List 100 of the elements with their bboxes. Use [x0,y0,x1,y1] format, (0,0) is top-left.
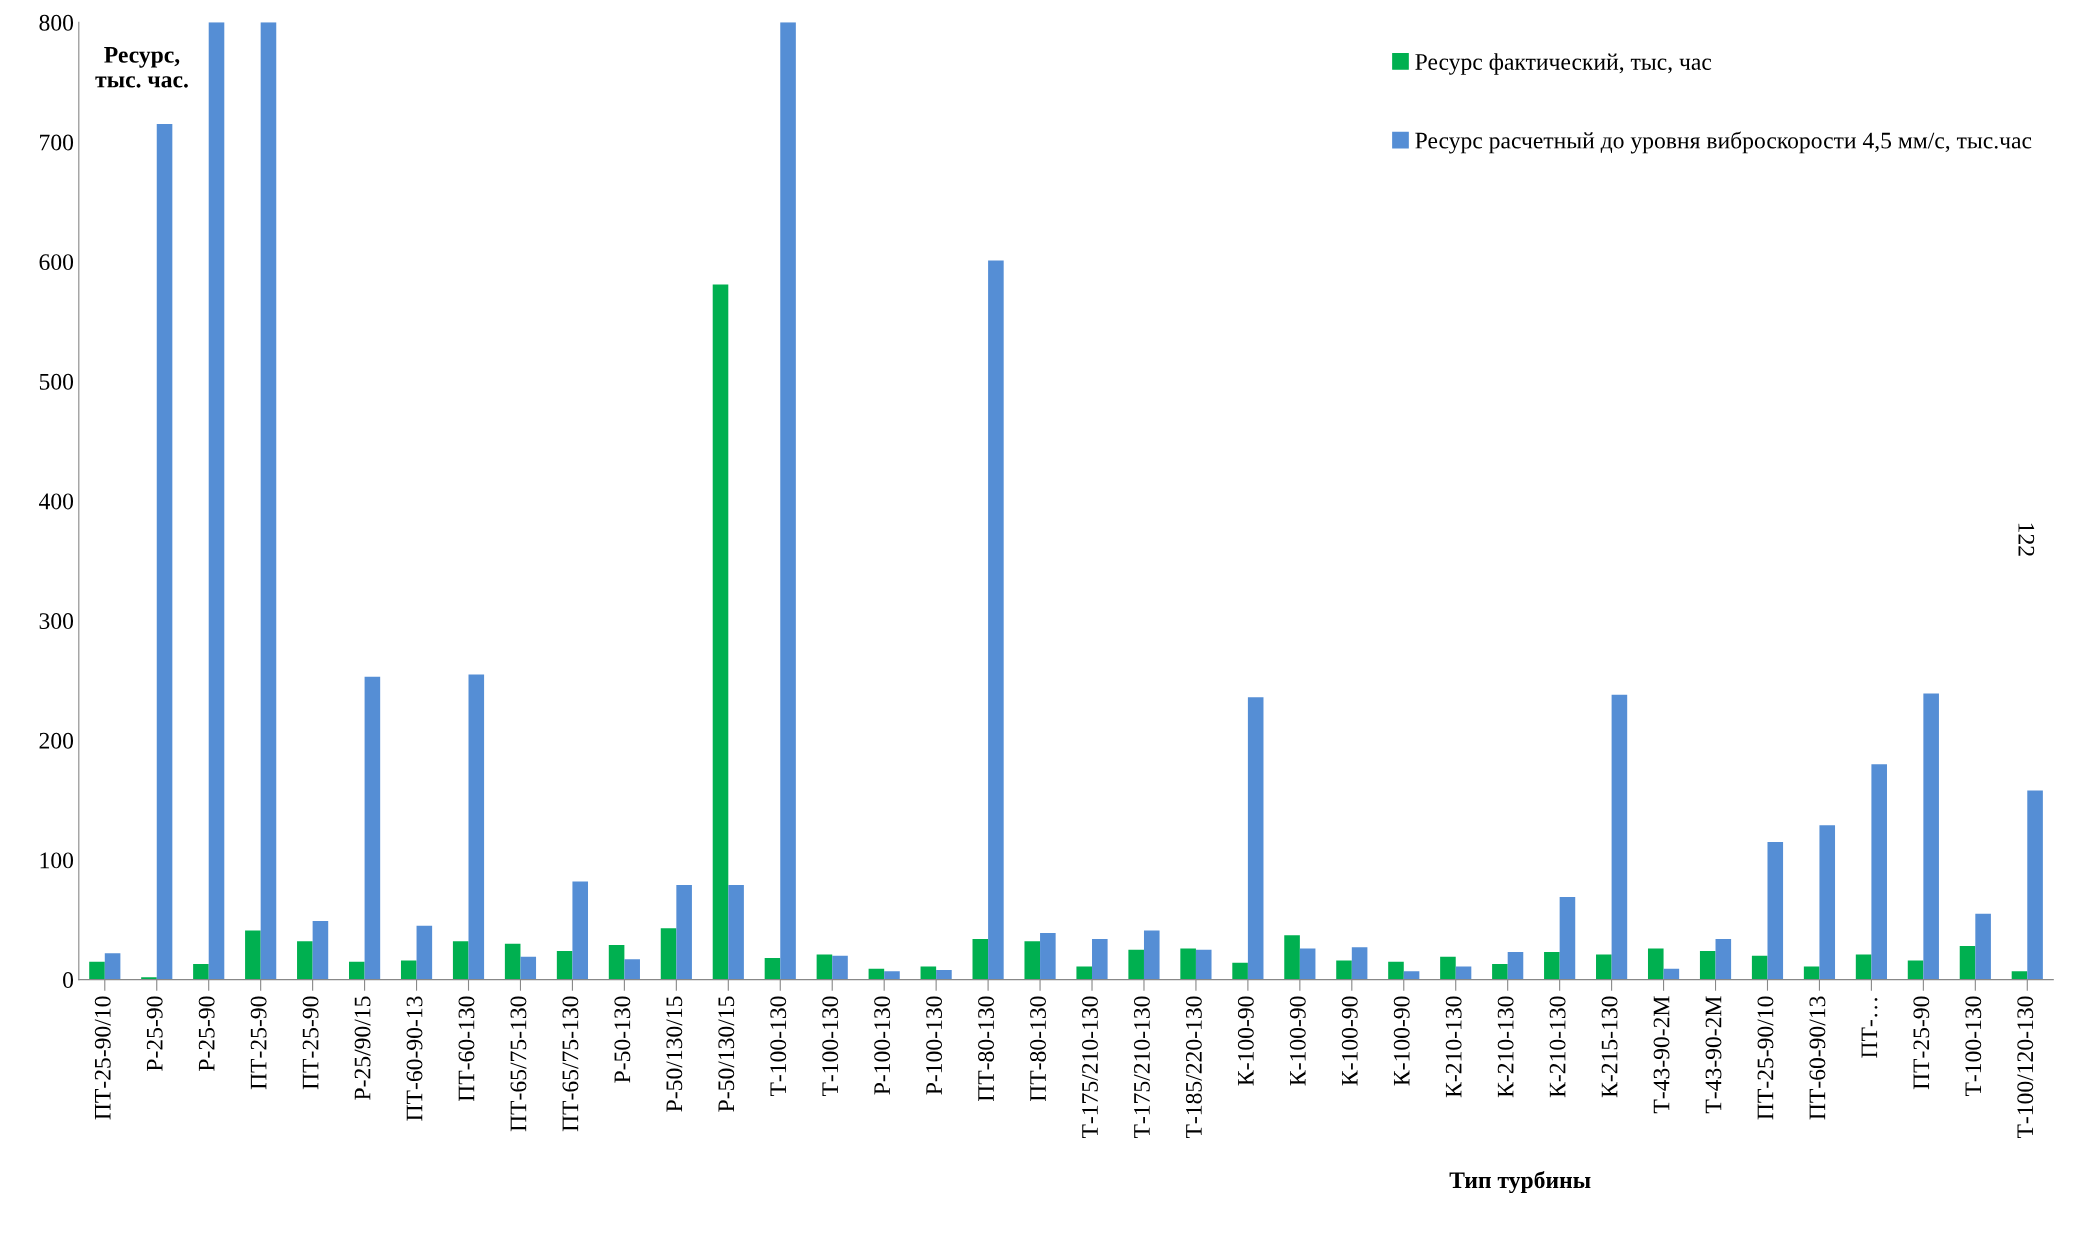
bar [1455,966,1472,980]
bar [1975,913,1991,980]
x-tick-label: ПТ-25-90/10 [94,996,111,1120]
x-tick-label: Р-25-90 [146,996,163,1071]
legend-label: Ресурс фактический, тыс, час [1415,53,1712,75]
x-tick-label: Р-50/130/15 [718,996,735,1112]
bar [1351,947,1368,980]
x-tick-label: ПТ-60-90/13 [1809,996,1826,1120]
x-tick-label: ПТ-25-90 [302,996,319,1090]
y-tick-label: 600 [39,254,74,271]
bar [468,674,485,980]
x-tick-label: К-100-90 [1289,996,1306,1086]
bar [780,22,796,980]
bar [920,966,937,980]
bar [416,925,433,980]
y-tick-label: 0 [63,972,74,989]
bar [676,885,692,980]
bar [1596,954,1612,980]
x-tick-label: К-210-130 [1549,996,1566,1098]
x-tick-label: Т-43-90-2М [1653,996,1670,1114]
y-tick-label: 800 [39,14,74,31]
bar [504,943,521,980]
x-tick-label: Р-25/90/15 [354,996,371,1100]
bar [2027,790,2043,980]
x-tick-label: К-100-90 [1393,996,1410,1086]
y-tick-label: 100 [40,852,74,869]
x-tick-label: ПТ-80-130 [978,996,995,1102]
x-tick-label: Р-100-130 [926,996,943,1095]
x-tick-label: ПТ-60-90-13 [406,996,423,1121]
x-tick-label: Р-25-90 [198,996,215,1071]
x-tick-label: ПТ-25-90 [250,996,267,1090]
bar [608,944,625,980]
bar [1855,954,1872,980]
bar [1284,935,1300,980]
bar [400,960,417,980]
x-tick-label: Т-175/210-130 [1081,996,1098,1139]
bar [832,955,848,980]
bar [1803,966,1820,980]
y-tick-label: 400 [39,493,74,510]
bar [1699,950,1716,980]
bar [89,961,105,980]
x-tick-label: Р-100-130 [874,996,891,1095]
bar [1923,693,1939,980]
bar [1559,897,1576,980]
bar [884,971,900,980]
bar [1040,932,1056,980]
bar [104,953,121,980]
bar [1076,966,1093,980]
bar [1611,694,1628,980]
bar [1024,941,1041,980]
bar [1180,948,1196,980]
x-tick-label: Т-175/210-130 [1133,996,1150,1139]
bar [572,881,589,980]
bar [1403,971,1420,980]
bar [1128,949,1144,980]
x-tick-label: Т-100/120-130 [2017,996,2034,1139]
y-tick-label: 300 [39,613,74,630]
bar [1092,938,1108,980]
bar [208,22,225,980]
bar [712,284,729,980]
bar [260,22,277,980]
bar [452,941,469,980]
x-tick-label: Т-100-130 [1965,996,1982,1097]
bar [556,950,573,980]
bar [1336,960,1352,980]
bar [764,958,781,980]
y-axis-title: Ресурс, тыс. час. [95,47,188,88]
bar [1247,697,1264,980]
x-tick-label: Т-43-90-2М [1705,996,1722,1114]
x-axis-title: Тип турбины [1449,1171,1591,1194]
bar [1819,825,1836,980]
x-tick-label: Р-50-130 [614,996,631,1083]
bar [1492,964,1508,980]
x-tick-label: К-210-130 [1497,996,1514,1098]
bar [1299,948,1316,980]
x-tick-label: ПТ-25-90 [1913,996,1930,1090]
bar [1959,946,1976,980]
bar [520,956,537,980]
bar [312,920,329,980]
x-tick-label: ПТ-60-130 [458,996,475,1102]
bar [1907,960,1924,980]
x-tick-label: К-210-130 [1445,996,1462,1098]
bar [988,260,1004,980]
annotation: 122 [2018,523,2035,556]
x-tick-label: ПТ-25-90/10 [1757,996,1774,1120]
legend-label: Ресурс расчетный до уровня виброскорости 4,5 мм/с, тыс.час [1415,131,2032,154]
bar [936,970,952,980]
y-tick-label: 200 [39,732,74,749]
bar [1388,961,1404,980]
bar [816,954,833,980]
bar [1647,948,1664,980]
x-tick-label: К-100-90 [1237,996,1254,1086]
bar [660,928,677,980]
bar [364,676,381,980]
bar [1715,938,1732,980]
bar [1544,952,1560,980]
bar [156,124,173,980]
bar [2011,971,2028,980]
bar [349,961,365,980]
x-tick-label: ПТ-65/75-130 [510,996,527,1132]
